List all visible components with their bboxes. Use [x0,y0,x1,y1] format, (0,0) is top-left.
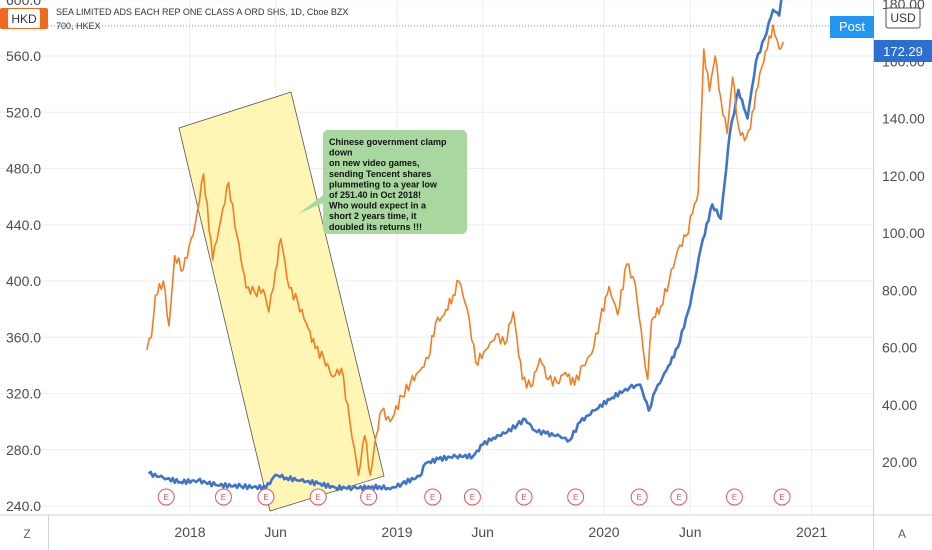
time-tick-label: 2020 [588,524,619,540]
annotation-line: Chinese government clamp [329,137,447,147]
earnings-marker[interactable]: E [257,488,275,506]
left-tick-label: 440.0 [6,217,41,233]
svg-text:E: E [676,493,681,502]
annotation-callout[interactable]: Chinese government clamp down on new video… [298,130,467,234]
horizontal-gridlines [0,0,873,507]
svg-text:E: E [366,493,371,502]
post-market-badge: Post [830,16,874,38]
right-tick-label: 120.00 [882,168,925,184]
callout-pointer [298,190,330,214]
left-tick-label: 560.0 [6,48,41,64]
left-tick-label: 520.0 [6,104,41,120]
series-layer [146,0,784,492]
right-tick-label: 100.00 [882,225,925,241]
left-button-label: Z [23,527,30,541]
sea-series-line [147,0,783,492]
svg-text:E: E [221,493,226,502]
svg-text:E: E [573,493,578,502]
svg-text:E: E [315,493,320,502]
right-price-axis[interactable]: 20.0040.0060.0080.00100.00120.00140.0016… [882,0,925,470]
usd-currency-badge[interactable]: USD [885,7,921,29]
hkd-currency-badge[interactable]: HKD [0,8,48,29]
svg-text:E: E [470,493,475,502]
earnings-marker[interactable]: E [360,488,378,506]
earnings-marker[interactable]: E [630,488,648,506]
earnings-marker[interactable]: E [214,488,232,506]
left-tick-label: 360.0 [6,329,41,345]
annotation-text: Chinese government clamp down on new video… [329,137,447,232]
time-tick-label: Jun [679,524,702,540]
left-tick-label: 480.0 [6,161,41,177]
left-price-axis[interactable]: 240.0 280.0 320.0 360.0 400.0 440.0 480.0 520.0… [6,0,41,514]
vertical-gridlines [189,0,813,515]
annotation-line: down [329,148,353,158]
time-tick-label: Jun [471,524,494,540]
earnings-marker[interactable]: E [567,488,585,506]
svg-text:E: E [732,493,737,502]
callout-box [323,130,467,234]
post-label: Post [839,19,865,34]
annotation-line: plummeting to a year low [329,179,438,189]
earnings-marker[interactable]: E [424,488,442,506]
left-tick-label: 400.0 [6,273,41,289]
usd-currency-label: USD [890,11,916,25]
auto-scale-left-button[interactable]: Z [23,527,30,541]
earnings-marker[interactable]: E [773,488,791,506]
left-tick-label: 240.0 [6,498,41,514]
compare-symbol: 700, HKEX [56,21,101,31]
earnings-marker[interactable]: E [670,488,688,506]
svg-text:E: E [164,493,169,502]
time-tick-label: 2018 [174,524,205,540]
svg-text:E: E [430,493,435,502]
annotation-line: on new video games, [329,158,420,168]
svg-text:E: E [521,493,526,502]
right-button-label: A [898,527,906,541]
annotation-line: doubled its returns !!! [329,222,422,232]
time-axis[interactable]: 2018 Jun 2019 Jun 2020 Jun 2021 [174,524,827,540]
svg-text:E: E [636,493,641,502]
right-tick-label: 140.00 [882,111,925,127]
right-tick-label: 20.00 [882,454,917,470]
svg-text:E: E [779,493,784,502]
last-price-badge: 172.29 [874,40,932,62]
left-tick-label: 600.0 [6,0,41,8]
svg-text:E: E [263,493,268,502]
symbol-title: SEA LIMITED ADS EACH REP ONE CLASS A ORD… [56,7,348,17]
annotation-line: of 251.40 in Oct 2018! [329,190,421,200]
left-tick-label: 320.0 [6,386,41,402]
right-tick-label: 80.00 [882,282,917,298]
right-tick-label: 60.00 [882,340,917,356]
earnings-marker[interactable]: E [309,488,327,506]
auto-scale-right-button[interactable]: A [898,527,906,541]
earnings-marker[interactable]: E [725,488,743,506]
annotation-line: Who would expect in a [329,201,427,211]
earnings-marker[interactable]: E [515,488,533,506]
annotation-line: short 2 years time, it [329,211,417,221]
time-tick-label: 2019 [381,524,412,540]
tencent-series-line [146,24,784,476]
hkd-currency-label: HKD [11,12,37,26]
earnings-marker[interactable]: E [157,488,175,506]
right-tick-label: 40.00 [882,397,917,413]
earnings-marker[interactable]: E [463,488,481,506]
left-tick-label: 280.0 [6,442,41,458]
annotation-line: sending Tencent shares [329,169,431,179]
time-tick-label: Jun [264,524,287,540]
time-tick-label: 2021 [796,524,827,540]
last-price-label: 172.29 [883,44,923,59]
